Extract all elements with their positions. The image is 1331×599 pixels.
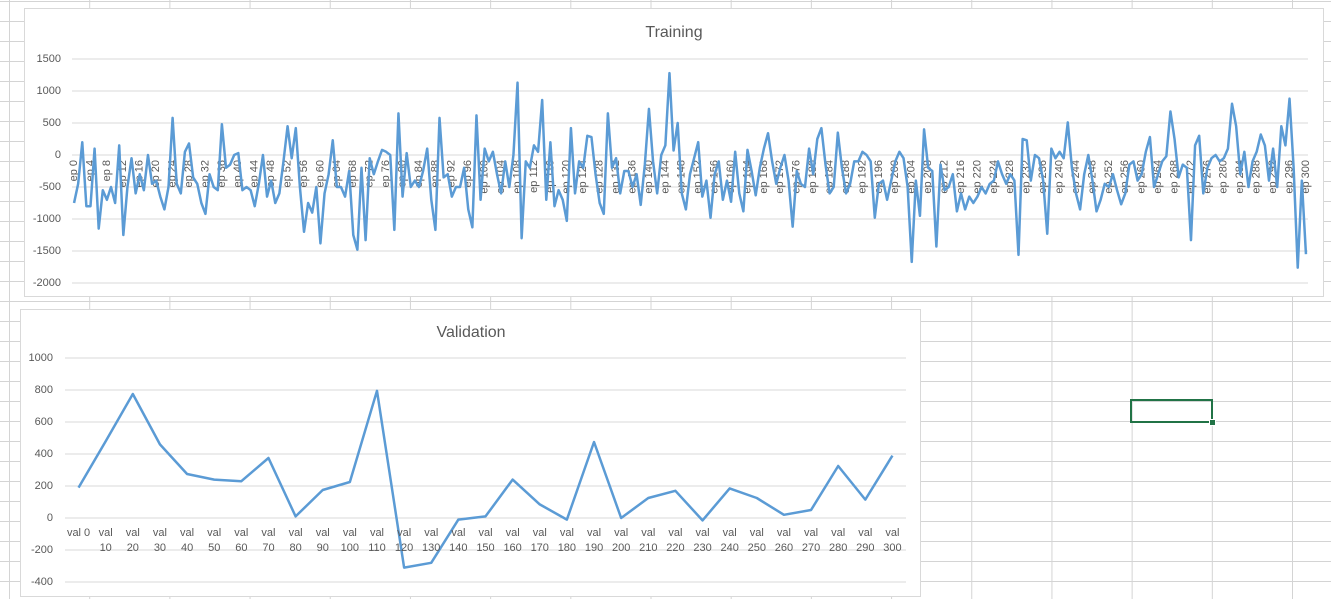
- y-tick-label: -200: [31, 544, 53, 556]
- y-tick-label: -400: [31, 576, 53, 588]
- x-tick-label: ep 172: [774, 160, 786, 194]
- x-tick-label: ep 136: [626, 160, 638, 194]
- x-tick-label: ep 260: [1136, 160, 1148, 194]
- x-tick-label: val 80: [288, 527, 303, 554]
- x-tick-label: ep 284: [1234, 160, 1246, 194]
- chart: Training -2000 -1500 -1000 -500 0 500 1000 1500…: [33, 24, 1312, 289]
- validation-chart[interactable]: Validation -400 -200 0 200 400 600 800 1000 val…: [20, 309, 921, 597]
- x-tick-label: ep 232: [1021, 160, 1033, 194]
- x-tick-label: val 20: [125, 527, 140, 554]
- x-tick-label: ep 44: [249, 160, 261, 188]
- x-tick-label: ep 240: [1053, 160, 1065, 194]
- data-line: [77, 389, 894, 569]
- y-tick-label: 1000: [29, 352, 53, 364]
- y-tick-label: 500: [43, 117, 61, 129]
- x-tick-label: ep 220: [971, 160, 983, 194]
- x-tick-label: val 240: [720, 527, 739, 554]
- x-tick-label: ep 120: [561, 160, 573, 194]
- x-tick-label: ep 124: [577, 160, 589, 194]
- x-tick-label: val 70: [261, 527, 276, 554]
- x-tick-label: ep 280: [1218, 160, 1230, 194]
- y-tick-label: -1000: [33, 213, 61, 225]
- x-tick-label: val 90: [315, 527, 330, 554]
- x-tick-label: ep 208: [922, 160, 934, 194]
- x-tick-label: val 230: [693, 527, 712, 554]
- x-tick-label: ep 20: [150, 160, 162, 188]
- x-tick-label: ep 192: [856, 160, 868, 194]
- x-tick-label: val 40: [180, 527, 195, 554]
- x-tick-label: ep 196: [873, 160, 885, 194]
- fill-handle[interactable]: [1209, 419, 1216, 426]
- x-tick-label: ep 60: [314, 160, 326, 188]
- y-tick-label: 200: [35, 480, 53, 492]
- x-tick-label: val 180: [557, 527, 577, 554]
- x-tick-label: val 200: [611, 527, 631, 554]
- x-tick-label: ep 8: [101, 160, 113, 181]
- x-tick-label: ep 140: [643, 160, 655, 194]
- x-tick-label: val 170: [530, 527, 549, 554]
- x-tick-label: val 280: [828, 527, 848, 554]
- x-tick-label: val 160: [503, 527, 522, 554]
- y-tick-label: 0: [55, 149, 61, 161]
- y-tick-label: -500: [39, 181, 61, 193]
- y-tick-label: 1000: [37, 85, 61, 97]
- x-tick-label: val 130: [422, 527, 441, 554]
- y-tick-label: 600: [35, 416, 53, 428]
- x-tick-label: val 250: [747, 527, 766, 554]
- training-chart[interactable]: Training -2000 -1500 -1000 -500 0 500 1000 1500…: [24, 8, 1324, 297]
- x-tick-label: val 300: [883, 527, 902, 554]
- chart-title: Training: [645, 24, 702, 41]
- selected-cell[interactable]: [1130, 399, 1216, 426]
- x-tick-label: ep 52: [281, 160, 293, 188]
- x-tick-label: val 210: [639, 527, 658, 554]
- y-tick-label: 800: [35, 384, 53, 396]
- chart-title: Validation: [436, 324, 505, 341]
- x-tick-label: ep 288: [1251, 160, 1263, 194]
- y-tick-label: -2000: [33, 277, 61, 289]
- x-tick-label: val 150: [476, 527, 495, 554]
- x-tick-label: val 30: [152, 527, 167, 554]
- x-tick-label: ep 180: [807, 160, 819, 194]
- x-tick-label: ep 216: [955, 160, 967, 194]
- x-tick-label: val 140: [449, 527, 468, 554]
- x-tick-label: val 260: [774, 527, 794, 554]
- x-tick-label: ep 56: [298, 160, 310, 188]
- x-tick-label: val 60: [234, 527, 249, 554]
- x-tick-label: val 100: [340, 527, 360, 554]
- x-tick-label: ep 200: [889, 160, 901, 194]
- x-tick-label: val 110: [368, 527, 386, 554]
- x-tick-label: val 270: [801, 527, 821, 554]
- y-tick-label: -1500: [33, 245, 61, 257]
- x-tick-label: ep 76: [380, 160, 392, 188]
- chart: Validation -400 -200 0 200 400 600 800 1000: [29, 324, 906, 588]
- y-tick-label: 0: [47, 512, 53, 524]
- x-tick-label: val 220: [666, 527, 685, 554]
- x-tick-label: val 50: [207, 527, 222, 554]
- x-tick-label: val 290: [856, 527, 875, 554]
- x-tick-label: val 10: [98, 527, 113, 554]
- x-tick-label: val 190: [584, 527, 604, 554]
- data-line: [72, 71, 1308, 269]
- x-tick-label: val 0: [66, 527, 91, 539]
- y-tick-label: 400: [35, 448, 53, 460]
- x-tick-label: ep 48: [265, 160, 277, 188]
- x-tick-label: ep 144: [659, 160, 671, 194]
- x-tick-label: val 120: [394, 527, 414, 554]
- y-tick-label: 1500: [37, 53, 61, 65]
- x-tick-label: ep 0: [68, 160, 80, 181]
